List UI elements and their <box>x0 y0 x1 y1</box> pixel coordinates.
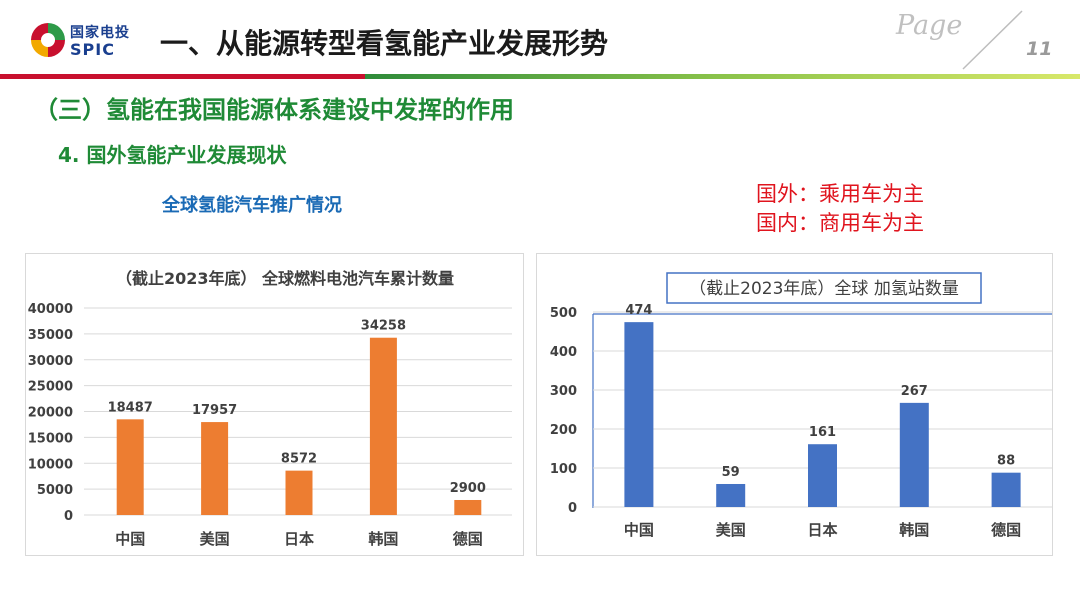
y-tick-label: 200 <box>550 423 577 438</box>
y-tick-label: 10000 <box>28 457 73 472</box>
bar <box>201 422 229 515</box>
data-label: 8572 <box>281 452 317 467</box>
data-label: 88 <box>997 454 1015 469</box>
category-label: 中国 <box>115 530 145 548</box>
category-label: 德国 <box>453 530 483 548</box>
y-tick-label: 35000 <box>28 328 73 343</box>
logo-text-en: SPIC <box>70 40 115 59</box>
note-foreign: 国外：乘用车为主 <box>756 182 924 206</box>
y-tick-label: 15000 <box>28 431 73 446</box>
category-label: 美国 <box>716 521 746 539</box>
data-label: 17957 <box>192 403 237 418</box>
bar <box>808 444 837 507</box>
y-tick-label: 500 <box>550 306 577 321</box>
data-label: 474 <box>625 303 652 318</box>
data-label: 18487 <box>108 400 153 415</box>
hrs-title-box <box>666 272 982 304</box>
y-tick-label: 20000 <box>28 406 73 421</box>
y-tick-label: 300 <box>550 384 577 399</box>
bar <box>285 470 313 515</box>
y-tick-label: 400 <box>550 345 577 360</box>
page-label: Page <box>896 10 963 41</box>
y-tick-label: 40000 <box>28 302 73 317</box>
data-label: 34258 <box>361 319 406 334</box>
fcv-bar-chart: （截止2023年底） 全球燃料电池汽车累计数量 0 5000 10000 15000 2… <box>28 269 512 548</box>
spic-logo-icon <box>31 23 65 57</box>
data-label: 161 <box>809 425 836 440</box>
slide-title: 一、从能源转型看氢能产业发展形势 <box>160 27 609 60</box>
bar <box>899 402 929 507</box>
page-number: 11 <box>1026 38 1053 60</box>
y-tick-label: 0 <box>568 501 577 516</box>
spic-logo: 国家电投 SPIC <box>28 20 148 64</box>
hrs-chart-title: （截止2023年底）全球 加氢站数量 <box>689 279 959 299</box>
bar <box>716 483 746 507</box>
hrs-chart-panel: （截止2023年底）全球 加氢站数量 0 100 200 300 400 500 474 中国… <box>536 253 1053 556</box>
category-label: 韩国 <box>368 530 398 548</box>
category-label: 韩国 <box>899 521 929 539</box>
category-label: 日本 <box>284 530 314 548</box>
data-label: 2900 <box>450 481 486 496</box>
header-divider-green <box>365 74 1080 79</box>
page-divider-slash <box>962 10 1023 70</box>
category-label: 日本 <box>807 521 837 539</box>
data-label: 59 <box>722 465 740 480</box>
y-tick-label: 25000 <box>28 380 73 395</box>
y-tick-label: 30000 <box>28 354 73 369</box>
header-divider-red <box>0 74 365 79</box>
category-label: 美国 <box>200 530 230 548</box>
note-domestic: 国内：商用车为主 <box>756 211 924 235</box>
logo-text-cn: 国家电投 <box>70 25 130 41</box>
bar <box>991 472 1021 507</box>
bar <box>369 337 397 515</box>
bar <box>116 419 144 515</box>
data-label: 267 <box>901 384 928 399</box>
bar <box>454 499 482 515</box>
category-label: 德国 <box>991 521 1021 539</box>
y-tick-label: 0 <box>64 509 73 524</box>
chart-caption: 全球氢能汽车推广情况 <box>162 195 342 216</box>
y-tick-label: 5000 <box>37 483 73 498</box>
category-label: 中国 <box>624 521 654 539</box>
bar <box>624 322 654 507</box>
section-title: （三）氢能在我国能源体系建设中发挥的作用 <box>34 96 514 124</box>
y-tick-label: 100 <box>550 462 577 477</box>
hrs-bar-chart: （截止2023年底）全球 加氢站数量 0 100 200 300 400 500 474 中国… <box>550 272 1052 539</box>
fcv-chart-title: （截止2023年底） 全球燃料电池汽车累计数量 <box>116 269 454 288</box>
fcv-chart-panel: （截止2023年底） 全球燃料电池汽车累计数量 0 5000 10000 15000 2… <box>25 253 524 556</box>
sub-title: 4. 国外氢能产业发展现状 <box>58 143 287 167</box>
